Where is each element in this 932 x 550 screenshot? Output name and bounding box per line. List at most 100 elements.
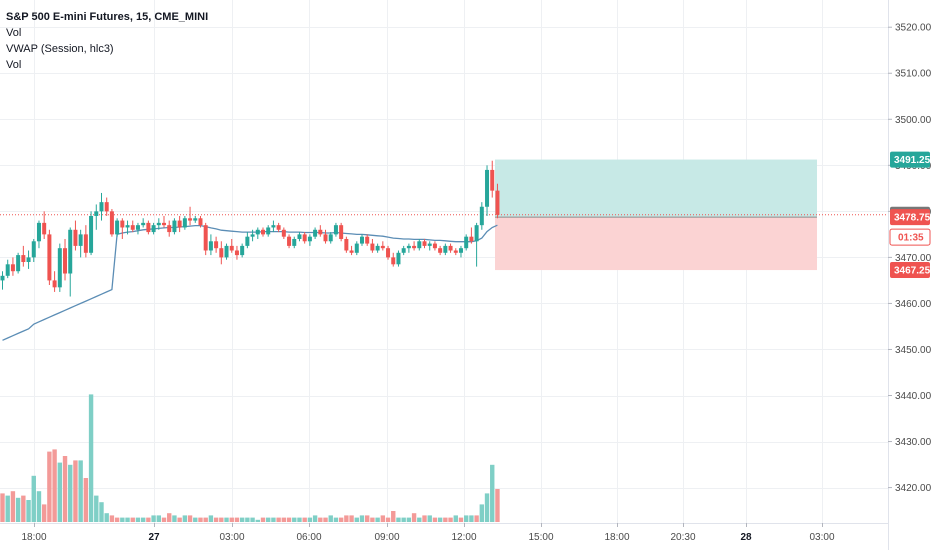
- volume-bar: [359, 515, 365, 522]
- volume-bars: [0, 394, 500, 522]
- candle: [339, 222, 344, 242]
- candle: [245, 232, 250, 249]
- candle-body: [469, 236, 474, 242]
- candle-body: [125, 225, 130, 228]
- volume-bar: [401, 517, 406, 522]
- profit-zone[interactable]: [495, 159, 817, 218]
- candle-body: [16, 255, 21, 272]
- candle: [448, 243, 453, 253]
- volume-bar: [31, 475, 36, 522]
- candle: [0, 271, 5, 290]
- candle: [26, 250, 31, 269]
- candle: [432, 241, 437, 251]
- volume-bar: [114, 517, 120, 522]
- volume-bar: [365, 515, 370, 522]
- candle: [31, 238, 36, 262]
- candle: [219, 241, 224, 265]
- volume-bar: [73, 460, 78, 522]
- candle: [323, 229, 328, 244]
- volume-bar: [224, 517, 229, 522]
- volume-bar: [437, 517, 443, 522]
- volume-bar: [297, 517, 302, 522]
- symbol-title[interactable]: S&P 500 E-mini Futures, 15, CME_MINI: [6, 11, 209, 23]
- volume-bar: [255, 519, 260, 522]
- candle: [182, 215, 187, 230]
- candle: [16, 252, 21, 274]
- price-tick-label: 3470.00: [895, 253, 932, 264]
- candle-body: [57, 248, 62, 288]
- candle-body: [120, 220, 125, 228]
- candle-body: [375, 245, 380, 251]
- volume-bar: [422, 515, 427, 522]
- volume-bar: [260, 517, 266, 522]
- candle-body: [370, 243, 375, 251]
- candle-body: [234, 250, 239, 256]
- volume-bar: [120, 517, 125, 522]
- time-tick-label: 06:00: [296, 532, 321, 543]
- long-position-tool[interactable]: [495, 159, 817, 271]
- candle: [406, 243, 411, 253]
- candle-body: [391, 257, 396, 265]
- candle: [370, 238, 375, 253]
- candle-body: [245, 236, 250, 246]
- volume-indicator-label[interactable]: Vol: [6, 27, 22, 39]
- volume-bar: [83, 478, 89, 522]
- volume-bar: [432, 517, 438, 522]
- volume-bar: [135, 517, 141, 522]
- volume-bar: [250, 517, 255, 522]
- volume-bar: [281, 517, 287, 522]
- candle: [401, 245, 406, 256]
- candle: [203, 222, 208, 256]
- price-tick-label: 3460.00: [895, 299, 932, 310]
- candle-body: [443, 245, 448, 253]
- volume-bar: [328, 515, 333, 522]
- volume-bar: [302, 517, 307, 522]
- candle: [328, 232, 333, 244]
- candle: [250, 229, 255, 242]
- candle: [78, 229, 83, 258]
- volume-indicator-label-2[interactable]: Vol: [6, 59, 22, 71]
- vwap-indicator-label[interactable]: VWAP (Session, hlc3): [6, 43, 114, 55]
- volume-bar: [458, 517, 464, 522]
- candle-body: [427, 243, 432, 246]
- stop-price-label-bg: [890, 262, 930, 279]
- price-tick-label: 3430.00: [895, 437, 932, 448]
- target-price-label: 3491.25: [894, 155, 931, 166]
- candle-body: [188, 218, 193, 221]
- volume-bar: [146, 517, 151, 522]
- loss-zone[interactable]: [495, 217, 817, 271]
- volume-bar: [15, 497, 21, 522]
- volume-bar: [406, 517, 412, 522]
- candle-body: [438, 248, 443, 253]
- candle-body: [380, 245, 385, 249]
- price-tick-label: 3510.00: [895, 69, 932, 80]
- candle: [208, 234, 213, 256]
- candle-body: [224, 245, 229, 258]
- volume-bar: [62, 456, 68, 522]
- candle-body: [485, 169, 490, 207]
- candle: [485, 165, 490, 216]
- time-axis[interactable]: 18:00 27 03:00 06:00 09:00 12:00 15:00 18:00 20:…: [0, 523, 888, 550]
- candle: [333, 222, 338, 237]
- candle-body: [406, 245, 411, 249]
- candle: [162, 215, 167, 228]
- candle: [10, 257, 15, 276]
- candle-body: [328, 234, 333, 242]
- candle: [417, 238, 422, 251]
- chart-legend: S&P 500 E-mini Futures, 15, CME_MINI Vol…: [6, 9, 208, 73]
- candle: [261, 227, 265, 237]
- volume-bar: [0, 493, 5, 522]
- volume-bar: [484, 493, 490, 522]
- candle: [349, 245, 354, 256]
- candle: [297, 232, 302, 242]
- volume-bar: [276, 517, 281, 522]
- candle: [52, 271, 57, 292]
- volume-bar: [156, 515, 161, 522]
- candle-body: [292, 238, 297, 246]
- volume-bar: [286, 517, 292, 522]
- candle-body: [63, 248, 68, 274]
- candle-body: [276, 225, 281, 230]
- volume-bar: [167, 513, 172, 522]
- candle: [281, 227, 286, 239]
